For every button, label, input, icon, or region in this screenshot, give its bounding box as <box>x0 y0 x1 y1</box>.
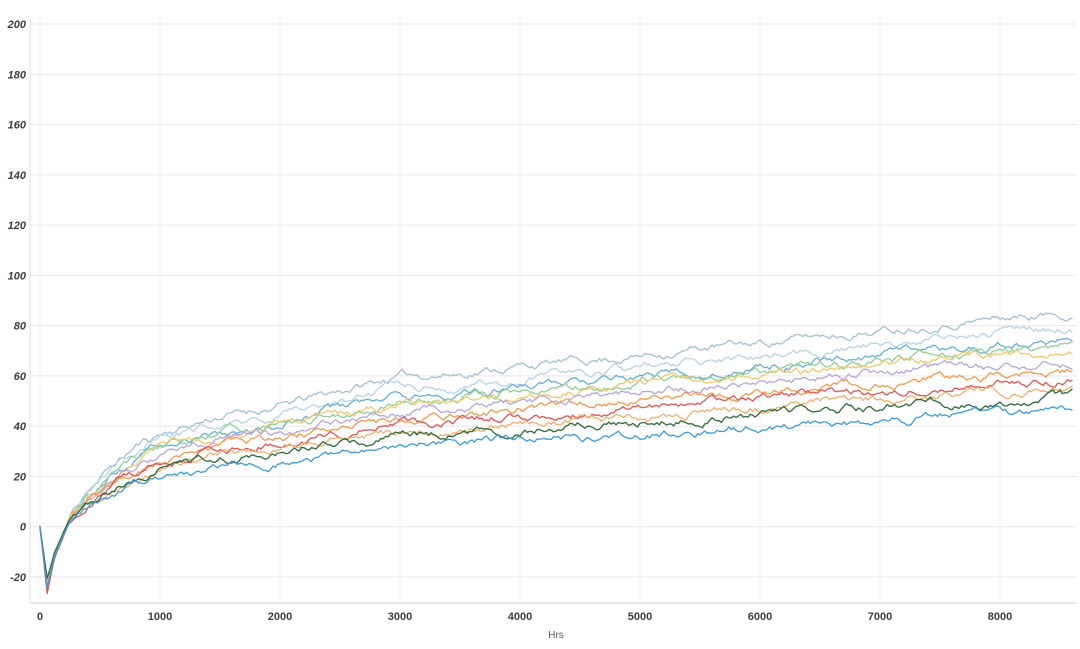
x-tick-label: 6000 <box>748 611 772 623</box>
series-line-pale-steel-blue <box>39 312 1073 588</box>
x-tick-label: 8000 <box>988 611 1012 623</box>
y-tick-label: 180 <box>8 69 27 81</box>
series-line-lavender <box>39 359 1073 588</box>
y-tick-label: 20 <box>13 471 27 483</box>
series-line-pale-blue <box>39 324 1073 586</box>
x-tick-label: 1000 <box>148 611 172 623</box>
x-tick-label: 3000 <box>388 611 412 623</box>
y-tick-label: 60 <box>14 371 27 383</box>
y-tick-label: 80 <box>14 321 27 333</box>
series-line-medium-blue <box>39 337 1073 584</box>
x-tick-label: 2000 <box>268 611 292 623</box>
series-line-red <box>39 379 1073 595</box>
x-tick-label: 0 <box>37 611 43 623</box>
x-tick-label: 7000 <box>868 611 892 623</box>
series-line-light-green <box>39 341 1073 592</box>
y-tick-label: 0 <box>20 522 27 534</box>
series-line-bright-blue <box>39 405 1073 589</box>
series-line-orange <box>39 368 1073 590</box>
y-tick-label: -20 <box>10 572 27 584</box>
x-tick-label: 4000 <box>508 611 532 623</box>
y-tick-label: 40 <box>13 421 27 433</box>
y-tick-label: 200 <box>7 19 27 31</box>
series-line-gold <box>39 349 1073 586</box>
y-tick-label: 160 <box>8 120 27 132</box>
series-line-dark-green <box>39 388 1073 579</box>
y-tick-label: 120 <box>8 220 27 232</box>
x-tick-label: 5000 <box>628 611 652 623</box>
y-tick-label: 100 <box>8 270 27 282</box>
series-line-sandy-orange <box>39 385 1073 582</box>
x-axis-title: Hrs <box>548 630 564 641</box>
y-tick-label: 140 <box>8 170 27 182</box>
